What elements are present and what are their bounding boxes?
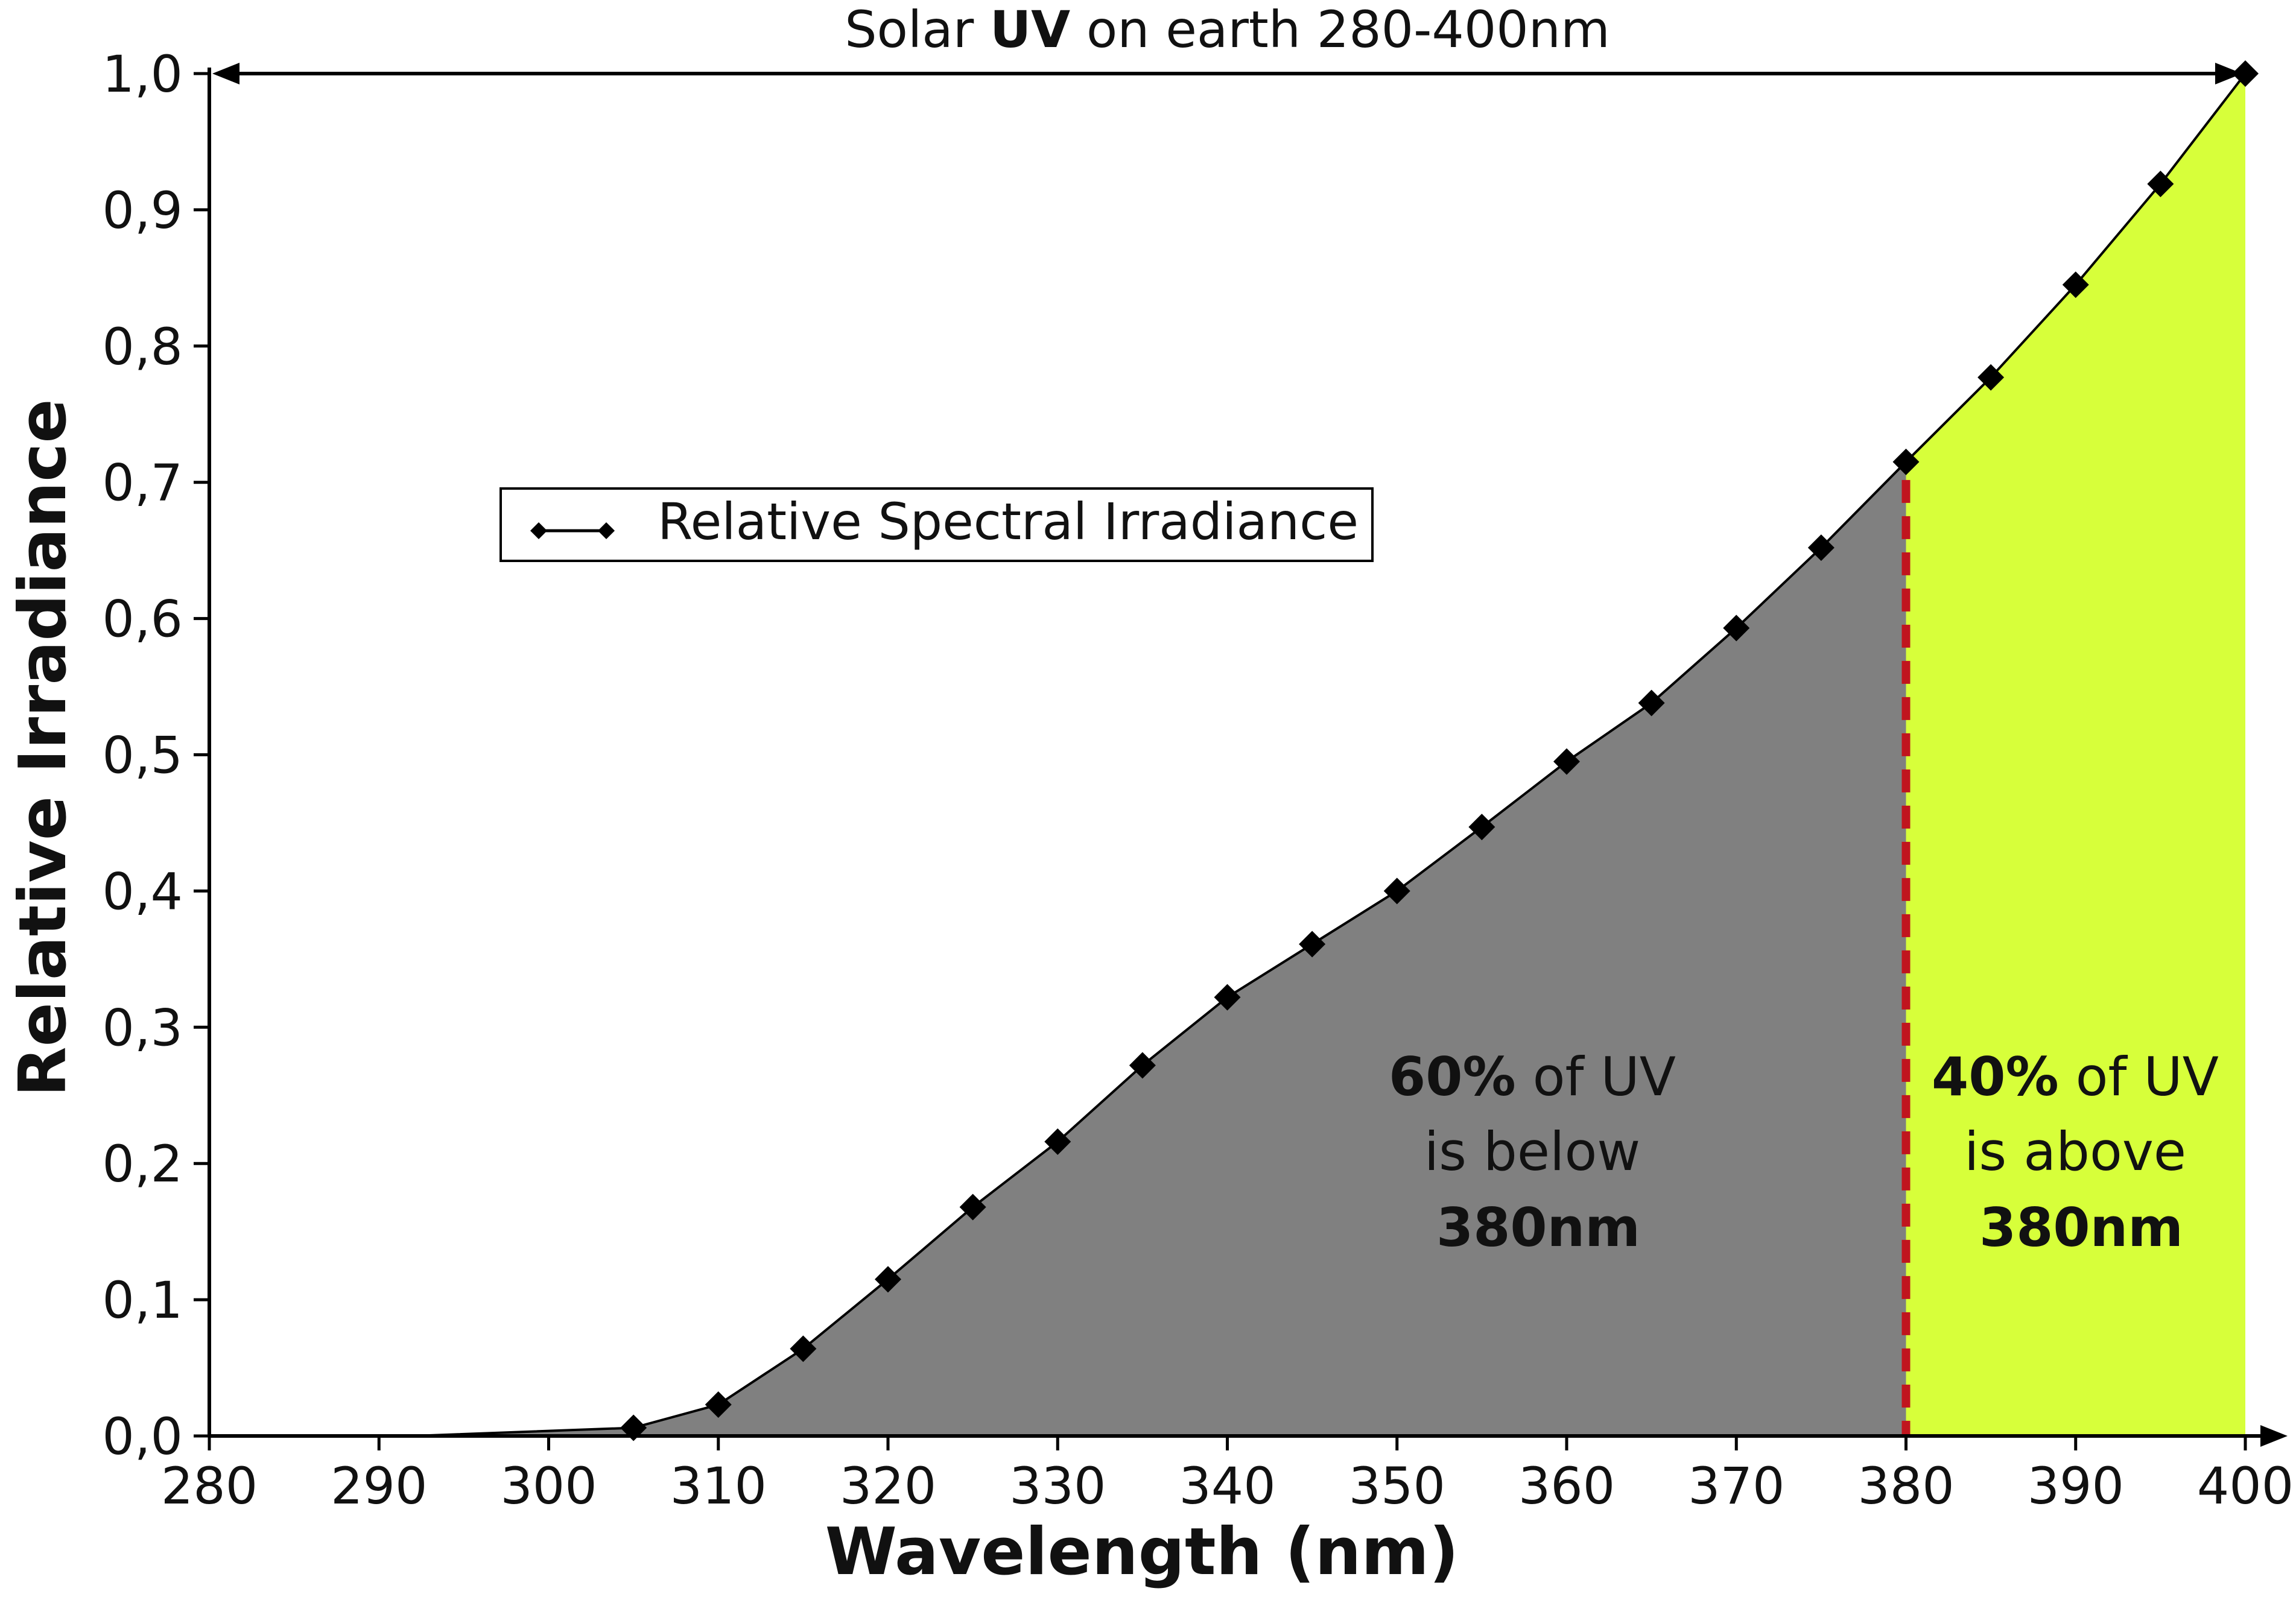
x-axis-arrow — [2260, 1425, 2288, 1447]
data-point — [875, 1266, 901, 1293]
data-point — [1129, 1052, 1156, 1079]
x-tick-label: 350 — [1349, 1456, 1445, 1516]
x-tick-label: 310 — [670, 1456, 767, 1516]
x-axis-title: Wavelength (nm) — [825, 1514, 1459, 1590]
banner-arrow-left — [212, 63, 239, 84]
x-tick-label: 380 — [1857, 1456, 1954, 1516]
series-line — [209, 72, 2247, 1437]
x-tick-label: 330 — [1009, 1456, 1106, 1516]
range-banner: Solar UV on earth 280-400nm — [212, 0, 2242, 84]
y-tick-label: 0,2 — [102, 1134, 183, 1194]
annotation-below-line1: 60% of UV — [1389, 1046, 1676, 1108]
legend-marker-right — [598, 522, 615, 539]
banner-bold: UV — [990, 0, 1070, 59]
y-tick-label: 0,9 — [102, 181, 183, 240]
y-tick-label: 1,0 — [102, 45, 183, 104]
data-point — [1638, 689, 1665, 716]
data-point — [1807, 534, 1835, 561]
banner-prefix: Solar — [845, 0, 990, 59]
data-point — [705, 1391, 732, 1418]
annotation-below: 60% of UV is below 380nm — [1389, 1046, 1676, 1259]
y-tick-label: 0,3 — [102, 998, 183, 1057]
y-tick-label: 0,4 — [102, 862, 183, 921]
data-point — [1299, 931, 1326, 958]
x-tick-label: 320 — [840, 1456, 936, 1516]
banner-suffix: on earth 280-400nm — [1070, 0, 1610, 59]
data-point — [790, 1335, 817, 1362]
annotation-above-line2: is above — [1964, 1121, 2186, 1183]
legend: Relative Spectral Irradiance — [499, 487, 1374, 562]
annotation-above: 40% of UV is above 380nm — [1932, 1046, 2219, 1259]
legend-marker-left — [530, 522, 547, 539]
data-point — [1723, 615, 1750, 642]
x-tick-label: 290 — [331, 1456, 427, 1516]
data-point — [1892, 448, 1920, 475]
data-point — [1214, 984, 1241, 1011]
data-point — [1044, 1128, 1071, 1156]
annotation-above-rest: of UV — [2059, 1046, 2219, 1108]
area-below-threshold — [209, 461, 1906, 1437]
x-tick-label: 370 — [1688, 1456, 1784, 1516]
area-above-threshold — [1906, 74, 2245, 1436]
data-point — [2062, 271, 2089, 299]
annotation-below-percent: 60% — [1389, 1046, 1516, 1108]
series-layer — [209, 60, 2259, 1441]
y-tick-label: 0,1 — [102, 1271, 183, 1330]
x-tick-label: 300 — [500, 1456, 597, 1516]
banner-text: Solar UV on earth 280-400nm — [845, 0, 1610, 59]
annotation-above-line1: 40% of UV — [1932, 1046, 2219, 1108]
data-point — [2147, 170, 2174, 197]
y-tick-label: 0,0 — [102, 1407, 183, 1466]
data-point — [1553, 748, 1580, 775]
area-layer — [209, 74, 2245, 1437]
data-point — [959, 1194, 986, 1221]
axes: 0,0 0,1 0,2 0,3 0,4 0,5 0,6 0,7 0,8 0,9 1,0 280 290 3… — [102, 45, 2294, 1516]
annotation-below-line3: 380nm — [1436, 1197, 1640, 1259]
annotation-below-line2: is below — [1424, 1121, 1641, 1183]
data-point — [1383, 877, 1410, 905]
data-point — [1468, 814, 1495, 841]
x-tick-label: 360 — [1518, 1456, 1615, 1516]
annotation-above-line3: 380nm — [1979, 1197, 2183, 1259]
banner-arrow-right — [2215, 63, 2242, 84]
y-tick-label: 0,7 — [102, 454, 183, 513]
annotation-above-percent: 40% — [1932, 1046, 2059, 1108]
x-tick-label: 340 — [1179, 1456, 1275, 1516]
x-tick-label: 280 — [161, 1456, 258, 1516]
y-axis-title: Relative Irradiance — [5, 399, 81, 1096]
data-point — [1977, 364, 2005, 391]
x-tick-label: 400 — [2197, 1456, 2294, 1516]
x-tick-label: 390 — [2028, 1456, 2124, 1516]
y-tick-label: 0,8 — [102, 317, 183, 376]
data-point — [620, 1414, 647, 1441]
data-point — [2232, 60, 2259, 87]
annotation-below-rest: of UV — [1516, 1046, 1676, 1108]
legend-label: Relative Spectral Irradiance — [658, 492, 1359, 551]
y-tick-label: 0,6 — [102, 590, 183, 649]
y-tick-label: 0,5 — [102, 726, 183, 785]
legend-box — [499, 487, 1374, 562]
